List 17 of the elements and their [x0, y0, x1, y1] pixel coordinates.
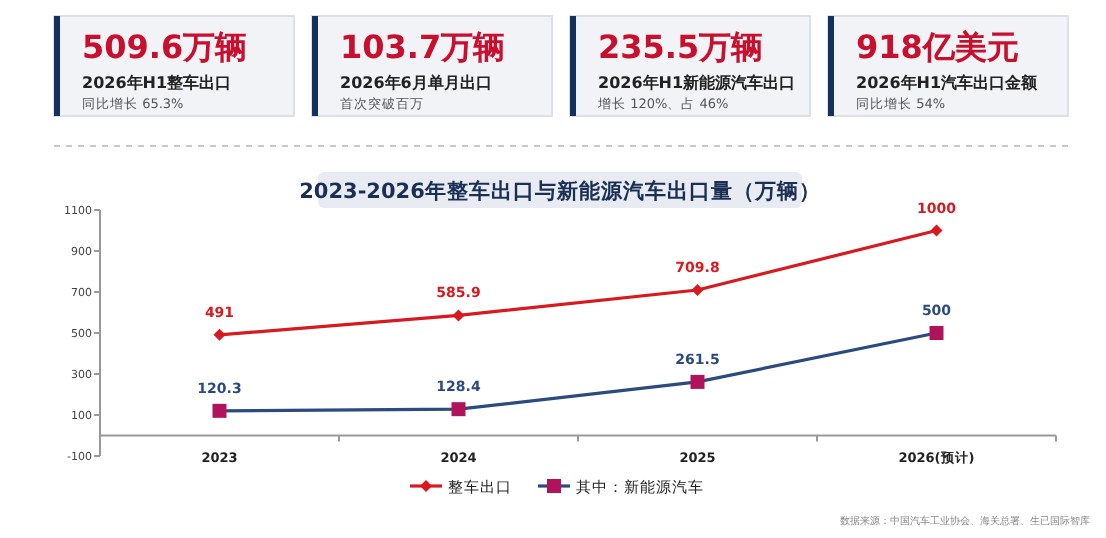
point	[212, 403, 227, 418]
text: 918亿美元	[856, 28, 1019, 66]
text: 235.5万辆	[598, 28, 764, 66]
text: 2026年H1汽车出口金额	[856, 74, 1040, 92]
point	[452, 309, 465, 322]
text: 103.7万辆	[340, 28, 506, 66]
point	[929, 326, 944, 340]
chart-title: 2023-2026年整车出口与新能源汽车出口量（万辆）	[299, 178, 821, 204]
point	[451, 402, 466, 417]
point	[930, 224, 943, 237]
point	[690, 374, 705, 389]
text: 509.6万辆	[82, 28, 248, 66]
text: 2026年6月单月出口	[340, 74, 492, 92]
text: 2026年H1整车出口	[82, 74, 232, 92]
point	[213, 328, 226, 341]
text: 2026年H1新能源汽车出口	[598, 72, 796, 92]
point	[691, 283, 704, 296]
